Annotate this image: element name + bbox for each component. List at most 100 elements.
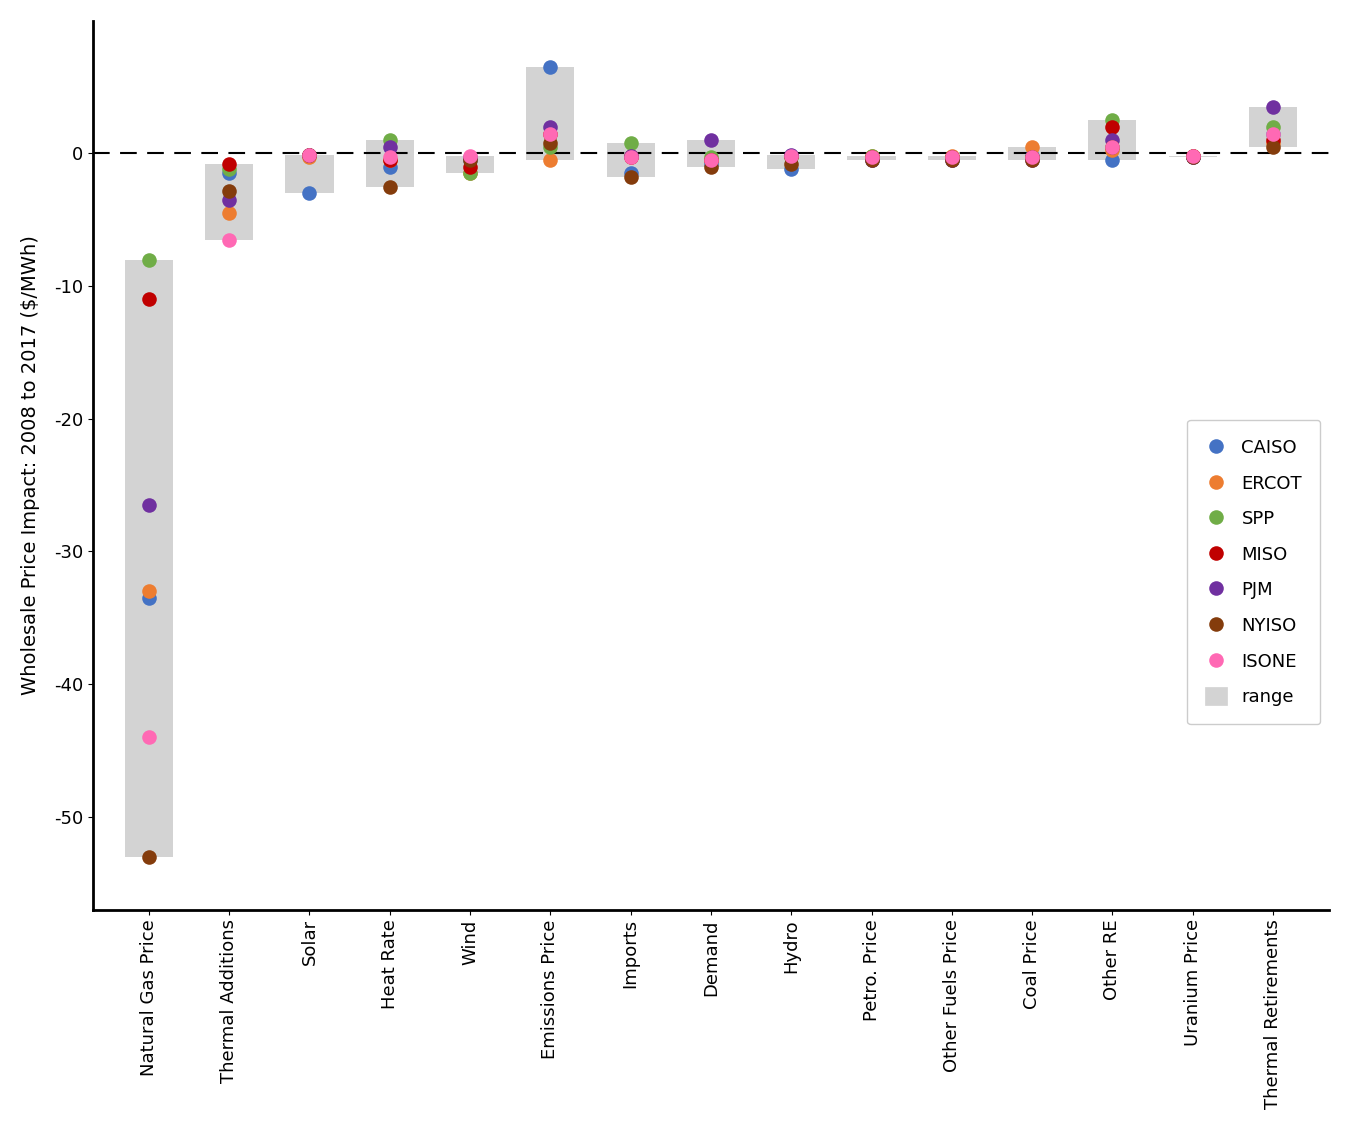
Point: [941, 148, 963, 166]
Point: [459, 164, 481, 182]
Point: [1262, 124, 1284, 142]
Point: [219, 231, 240, 249]
Point: [298, 146, 320, 164]
Point: [780, 160, 802, 179]
Point: [620, 147, 641, 165]
Point: [459, 164, 481, 182]
Bar: [687, 140, 734, 167]
Point: [1102, 118, 1123, 136]
Point: [861, 151, 883, 170]
Point: [138, 251, 159, 269]
Bar: [1088, 120, 1137, 160]
Point: [459, 151, 481, 170]
Point: [540, 133, 562, 151]
Point: [540, 151, 562, 170]
Point: [298, 146, 320, 164]
Point: [459, 147, 481, 165]
Point: [138, 848, 159, 866]
Point: [379, 158, 401, 176]
Point: [701, 151, 722, 170]
Point: [701, 158, 722, 176]
Bar: [767, 155, 815, 169]
Point: [219, 160, 240, 179]
Bar: [848, 156, 895, 160]
Point: [1262, 131, 1284, 149]
Point: [1022, 151, 1044, 170]
Point: [459, 148, 481, 166]
Point: [138, 496, 159, 514]
Point: [941, 147, 963, 165]
Point: [540, 138, 562, 156]
Bar: [1008, 147, 1056, 160]
Point: [379, 151, 401, 170]
Point: [1262, 118, 1284, 136]
Point: [1102, 131, 1123, 149]
Point: [298, 147, 320, 165]
Point: [780, 148, 802, 166]
Point: [1022, 138, 1044, 156]
Point: [379, 177, 401, 195]
Point: [298, 146, 320, 164]
Point: [138, 290, 159, 308]
Point: [219, 164, 240, 182]
Point: [298, 147, 320, 165]
Point: [1102, 138, 1123, 156]
Point: [620, 148, 641, 166]
Point: [1262, 124, 1284, 142]
Point: [861, 147, 883, 165]
Point: [1262, 133, 1284, 151]
Point: [1181, 148, 1203, 166]
Point: [379, 151, 401, 170]
Bar: [1169, 156, 1216, 157]
Point: [540, 124, 562, 142]
Point: [1181, 148, 1203, 166]
Point: [780, 147, 802, 165]
Point: [620, 133, 641, 151]
Point: [1102, 151, 1123, 170]
Point: [620, 168, 641, 186]
Point: [379, 131, 401, 149]
Point: [379, 138, 401, 156]
Point: [138, 589, 159, 607]
Bar: [285, 155, 333, 193]
Point: [1102, 111, 1123, 129]
Point: [1022, 148, 1044, 166]
Point: [219, 182, 240, 200]
Point: [540, 59, 562, 77]
Point: [138, 582, 159, 600]
Point: [861, 148, 883, 166]
Point: [941, 151, 963, 170]
Point: [701, 131, 722, 149]
Point: [219, 155, 240, 173]
Point: [219, 205, 240, 223]
Point: [1262, 98, 1284, 116]
Point: [941, 148, 963, 166]
Point: [540, 124, 562, 142]
Point: [1102, 140, 1123, 158]
Point: [1181, 147, 1203, 165]
Bar: [1249, 107, 1297, 147]
Point: [1262, 138, 1284, 156]
Y-axis label: Wholesale Price Impact: 2008 to 2017 ($/MWh): Wholesale Price Impact: 2008 to 2017 ($/…: [20, 235, 40, 695]
Point: [1181, 147, 1203, 165]
Bar: [606, 142, 655, 177]
Point: [941, 151, 963, 170]
Point: [941, 151, 963, 170]
Bar: [205, 164, 254, 240]
Point: [780, 147, 802, 165]
Point: [1022, 148, 1044, 166]
Point: [459, 151, 481, 170]
Point: [861, 151, 883, 170]
Point: [780, 155, 802, 173]
Point: [219, 191, 240, 209]
Point: [379, 148, 401, 166]
Point: [701, 151, 722, 170]
Point: [941, 148, 963, 166]
Bar: [366, 140, 414, 186]
Point: [1181, 148, 1203, 166]
Point: [780, 147, 802, 165]
Point: [701, 148, 722, 166]
Point: [861, 151, 883, 170]
Point: [701, 155, 722, 173]
Point: [1181, 147, 1203, 165]
